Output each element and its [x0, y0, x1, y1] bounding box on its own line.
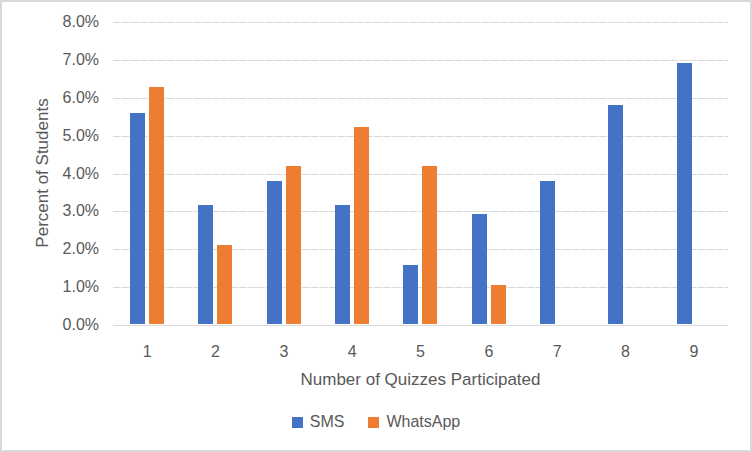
x-tick-label-8: 8 [621, 342, 630, 362]
bar-sms-5 [403, 265, 418, 324]
bar-sms-3 [267, 181, 282, 324]
legend-item-whatsapp: WhatsApp [368, 413, 460, 431]
bar-sms-4 [335, 205, 350, 324]
bar-sms-7 [540, 181, 555, 324]
bar-group-7 [523, 22, 591, 325]
y-tick-label-5.0%: 5.0% [2, 126, 99, 146]
bar-group-2 [181, 22, 249, 325]
x-tick-label-2: 2 [211, 342, 220, 362]
y-tick-label-3.0%: 3.0% [2, 201, 99, 221]
x-axis-tick-labels: 1 2 3 4 5 6 7 8 9 [113, 342, 728, 362]
bar-group-9 [660, 22, 728, 325]
y-tick-label-8.0%: 8.0% [2, 12, 99, 32]
bar-whatsapp-2 [217, 245, 232, 324]
bar-whatsapp-3 [286, 166, 301, 324]
legend-swatch-whatsapp [368, 417, 379, 428]
bar-group-4 [318, 22, 386, 325]
y-axis-tick-labels: 0.0% 1.0% 2.0% 3.0% 4.0% 5.0% 6.0% 7.0% 8.0% [2, 2, 99, 452]
legend-item-sms: SMS [292, 413, 345, 431]
y-tick-label-7.0%: 7.0% [2, 50, 99, 70]
bar-whatsapp-5 [422, 166, 437, 324]
gridline-0 [113, 325, 728, 326]
legend-label-whatsapp: WhatsApp [386, 413, 460, 431]
bar-chart: Percent of Students 0.0%1.0%2.0%3.0%4.0%… [0, 0, 752, 452]
y-tick-label-0.0%: 0.0% [2, 315, 99, 335]
bar-group-5 [386, 22, 454, 325]
y-tick-label-1.0%: 1.0% [2, 277, 99, 297]
bar-sms-8 [608, 105, 623, 324]
y-tick-label-2.0%: 2.0% [2, 239, 99, 259]
legend-label-sms: SMS [310, 413, 345, 431]
x-tick-label-5: 5 [416, 342, 425, 362]
x-tick-label-9: 9 [689, 342, 698, 362]
bar-group-3 [250, 22, 318, 325]
plot-area [113, 22, 728, 325]
x-tick-label-6: 6 [484, 342, 493, 362]
x-tick-label-1: 1 [143, 342, 152, 362]
x-axis-title: Number of Quizzes Participated [113, 370, 728, 390]
legend-swatch-sms [292, 417, 303, 428]
bar-whatsapp-6 [491, 285, 506, 324]
bar-sms-6 [472, 214, 487, 324]
bar-group-1 [113, 22, 181, 325]
y-tick-label-4.0%: 4.0% [2, 164, 99, 184]
x-tick-label-4: 4 [348, 342, 357, 362]
bar-whatsapp-4 [354, 127, 369, 324]
bar-sms-1 [130, 113, 145, 324]
x-tick-label-7: 7 [553, 342, 562, 362]
y-tick-label-6.0%: 6.0% [2, 88, 99, 108]
bar-sms-2 [198, 205, 213, 324]
bar-whatsapp-1 [149, 87, 164, 324]
bar-group-6 [455, 22, 523, 325]
legend: SMS WhatsApp [2, 413, 750, 431]
x-tick-label-3: 3 [279, 342, 288, 362]
bar-sms-9 [677, 63, 692, 324]
bar-group-8 [591, 22, 659, 325]
